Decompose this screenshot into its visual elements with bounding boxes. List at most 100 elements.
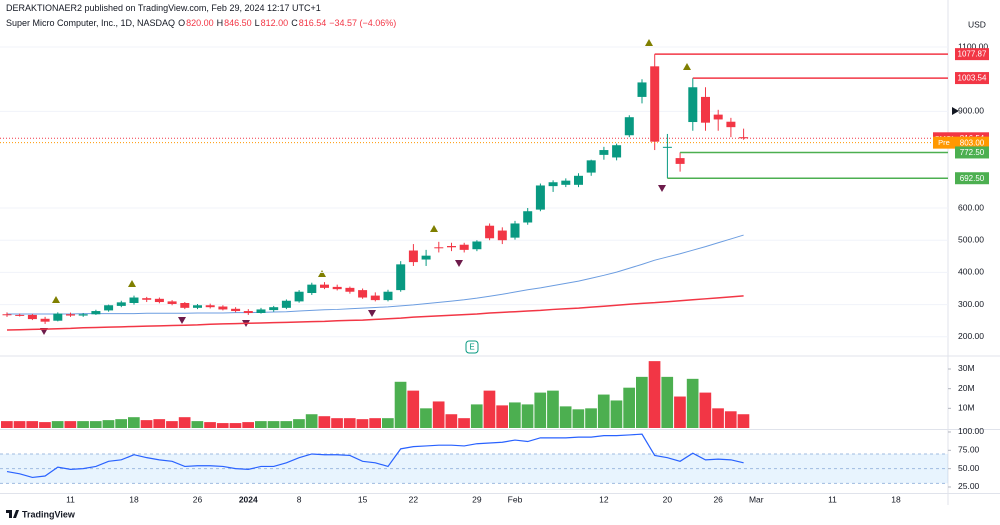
x-tick-label: 15: [358, 494, 368, 504]
volume-bar: [686, 378, 699, 428]
x-tick-label: 20: [663, 494, 673, 504]
candle-body: [523, 211, 533, 223]
pivot-markers: [40, 39, 959, 335]
volume-bar: [674, 396, 686, 428]
x-tick-label: 29: [472, 494, 482, 504]
candle-body: [294, 291, 304, 302]
y-tick-label: 400.00: [958, 267, 984, 277]
y-tick-label: 600.00: [958, 202, 984, 212]
volume-bar: [204, 422, 216, 428]
volume-bar: [39, 422, 51, 428]
candle-body: [307, 284, 317, 294]
volume-bar: [77, 421, 89, 428]
volume-bar: [255, 421, 267, 428]
candle-body: [459, 244, 469, 250]
earnings-badge: E: [465, 340, 479, 354]
candle-body: [408, 250, 418, 263]
plot-area: [0, 46, 948, 484]
volume-bar: [661, 376, 674, 428]
level-label: 1003.54: [958, 74, 987, 83]
y-tick-label: 500.00: [958, 234, 984, 244]
axis-marker: [952, 107, 959, 115]
volume-bar: [229, 423, 242, 428]
volume-bar: [509, 402, 521, 428]
candle-body: [726, 121, 736, 128]
earnings-box: [465, 340, 479, 354]
quote-value: 846.50: [224, 18, 252, 28]
volume-bar: [178, 417, 191, 428]
price-badge: [955, 136, 989, 149]
pivot-high: [645, 39, 653, 46]
candle-body: [485, 225, 495, 239]
candle-body: [421, 255, 431, 260]
volume-bar: [153, 419, 166, 428]
candle-body: [205, 305, 215, 308]
candle-body: [15, 314, 25, 316]
candle-body: [675, 158, 685, 164]
x-tick-label: 18: [891, 494, 901, 504]
candle-body: [612, 145, 622, 158]
quote-label: O: [178, 18, 186, 28]
volume-bar: [648, 361, 661, 428]
candle-body: [78, 314, 88, 316]
brand: TradingView: [6, 509, 76, 519]
volume-bar: [128, 417, 140, 428]
pivot-low: [368, 310, 376, 317]
x-tick-label: 8: [297, 494, 302, 504]
pivot-high: [128, 280, 136, 287]
candle-body: [548, 182, 558, 187]
quote-label: L: [254, 18, 260, 28]
candle-body: [2, 314, 12, 316]
symbol-title: Super Micro Computer, Inc., 1D, NASDAQ: [6, 18, 176, 28]
candle-body: [447, 246, 456, 248]
volume-bar: [699, 392, 712, 428]
y-tick-label: 900.00: [958, 106, 984, 116]
level-badge: [955, 172, 989, 185]
quote-value: 816.54: [298, 18, 327, 28]
y-tick-label: 1100.00: [958, 41, 988, 51]
x-tick-label: 26: [713, 494, 723, 504]
x-tick-label: 12: [599, 494, 609, 504]
publisher: DERAKTIONAER2 published on TradingView.c…: [6, 3, 321, 13]
volume-bar: [115, 419, 127, 428]
candle-body: [358, 290, 368, 298]
volume-bar: [394, 381, 407, 428]
volume-bar: [305, 414, 318, 428]
quote-label: C: [291, 18, 298, 28]
volume-bar: [623, 387, 635, 428]
pivot-low: [658, 185, 666, 192]
volume-bar: [420, 408, 432, 428]
x-tick-label: 11: [66, 494, 75, 504]
volume-bar: [610, 400, 623, 428]
y-tick-label: 200.00: [958, 331, 984, 341]
volume-bar: [585, 408, 597, 428]
volume-bar: [343, 418, 356, 428]
volume-bar: [470, 404, 483, 428]
candle-body: [599, 150, 609, 155]
quote-value: 812.00: [260, 18, 289, 28]
candle-body: [472, 241, 482, 250]
pivot-low: [178, 317, 186, 324]
volume-bar: [140, 420, 153, 428]
volume-bar: [242, 422, 254, 428]
rsi-line: [6, 433, 744, 479]
volume-bar: [51, 421, 64, 428]
candle-body: [180, 302, 190, 308]
volume-bar: [166, 421, 178, 428]
x-tick-label: 26: [193, 494, 203, 504]
volume-bar: [597, 394, 610, 428]
candle-body: [345, 287, 355, 292]
volume-bar: [293, 419, 305, 428]
candle-body: [586, 160, 596, 173]
level-label: 1077.87: [958, 50, 987, 59]
level-label: 772.50: [960, 148, 985, 157]
candle-body: [91, 311, 101, 315]
volume-bar: [318, 416, 331, 428]
currency: USD: [968, 19, 986, 29]
pivot-low: [455, 260, 463, 267]
y-tick-label: 50.00: [958, 463, 980, 473]
candle-body: [53, 313, 63, 321]
volume-bar: [356, 419, 369, 428]
candle-body: [713, 114, 723, 120]
